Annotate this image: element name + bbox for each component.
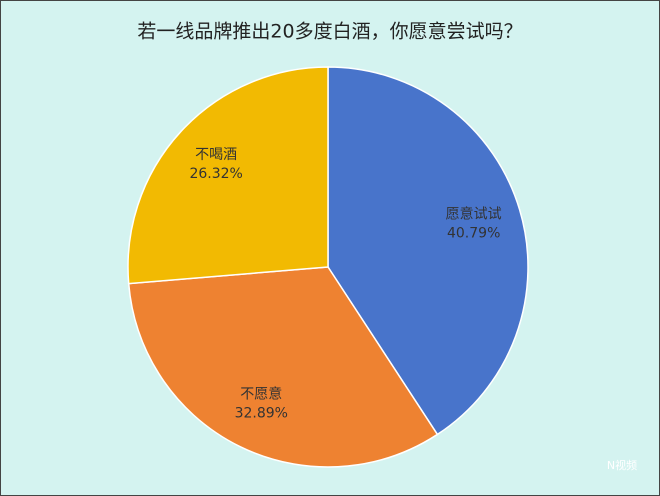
pie-slice <box>127 66 329 285</box>
chart-title: 若一线品牌推出20多度白酒，你愿意尝试吗？ <box>137 21 522 43</box>
value-label: 26.32% <box>189 166 242 182</box>
watermark: N视频 <box>607 458 637 472</box>
value-label: 40.79% <box>447 226 500 242</box>
slice-label: 愿意试试 <box>446 206 502 223</box>
pie-slice <box>127 266 439 468</box>
slice-label: 不愿意 <box>240 386 282 403</box>
slice-label: 不喝酒 <box>195 147 237 163</box>
value-label: 32.89% <box>235 406 288 422</box>
